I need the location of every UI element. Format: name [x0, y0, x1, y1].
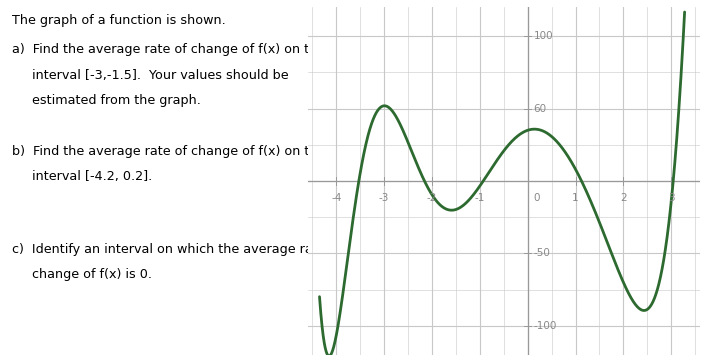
Text: interval [-4.2, 0.2].: interval [-4.2, 0.2].: [12, 170, 153, 183]
Text: interval [-3,-1.5].  Your values should be: interval [-3,-1.5]. Your values should b…: [12, 69, 289, 82]
Text: 1: 1: [572, 193, 579, 203]
Text: b)  Find the average rate of change of f(x) on the: b) Find the average rate of change of f(…: [12, 145, 326, 158]
Text: -50: -50: [533, 248, 550, 258]
Text: 3: 3: [668, 193, 674, 203]
Text: estimated from the graph.: estimated from the graph.: [12, 94, 201, 107]
Text: 100: 100: [533, 31, 553, 41]
Text: -1: -1: [474, 193, 485, 203]
Text: 0: 0: [533, 193, 540, 203]
Text: a)  Find the average rate of change of f(x) on the: a) Find the average rate of change of f(…: [12, 43, 325, 56]
Text: -100: -100: [533, 321, 557, 331]
Text: c)  Identify an interval on which the average rate of: c) Identify an interval on which the ave…: [12, 243, 342, 256]
Text: -3: -3: [379, 193, 390, 203]
Text: change of f(x) is 0.: change of f(x) is 0.: [12, 268, 152, 281]
Text: The graph of a function is shown.: The graph of a function is shown.: [12, 14, 226, 28]
Text: 60: 60: [533, 104, 547, 114]
Text: 2: 2: [620, 193, 626, 203]
Text: -2: -2: [427, 193, 437, 203]
Text: -4: -4: [331, 193, 341, 203]
